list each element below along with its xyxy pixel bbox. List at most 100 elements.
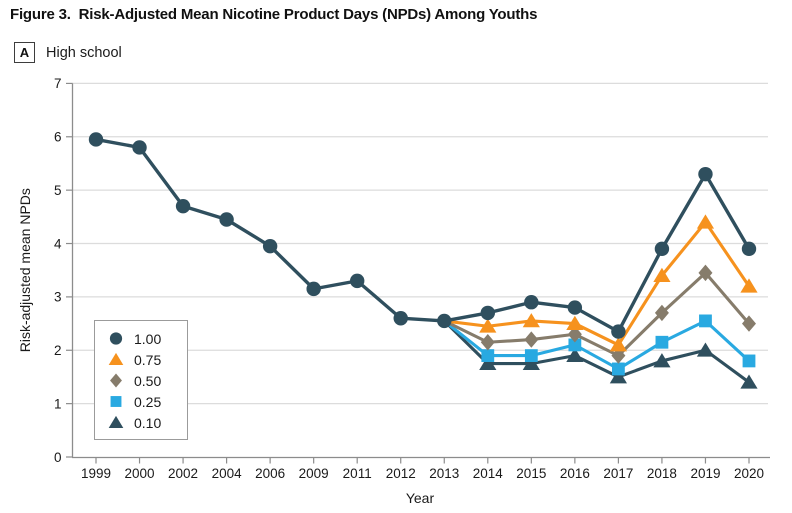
series-marker-0.10-2015 [522, 355, 540, 371]
series-marker-0.10-2017 [609, 369, 627, 384]
legend-label: 0.75 [134, 351, 162, 368]
legend-marker-diamond [110, 373, 122, 388]
series-line-0.75 [442, 220, 751, 347]
x-tick-label-1999: 1999 [81, 466, 111, 481]
legend: 1.00 0.75 0.50 0.25 0.10 [94, 320, 188, 440]
y-tick-label-2: 2 [54, 343, 62, 358]
legend-label: 0.25 [134, 393, 162, 410]
series-marker-0.10-2020 [740, 374, 758, 389]
series-marker-0.25-2020 [742, 354, 756, 368]
series-marker-0.75-2015 [522, 313, 540, 328]
series-marker-1.00-2009 [306, 281, 321, 297]
series-marker-0.25-2014 [481, 349, 495, 362]
series-marker-0.50-2016 [567, 326, 582, 343]
x-tick-label-2015: 2015 [516, 466, 546, 481]
y-tick-label-4: 4 [54, 236, 62, 251]
series-line-0.10 [442, 319, 751, 384]
x-tick-label-2004: 2004 [212, 466, 243, 481]
legend-marker-square [110, 396, 122, 407]
series-marker-0.50-2015 [524, 331, 539, 348]
series-marker-0.25-2019 [699, 314, 712, 328]
series-marker-0.75-2017 [609, 337, 627, 352]
series-marker-0.25-2015 [524, 349, 538, 362]
legend-item-0.50: 0.50 [107, 370, 179, 391]
series-marker-1.00-1999 [88, 132, 104, 147]
series-marker-0.50-2014 [480, 334, 495, 351]
series-marker-1.00-2012 [393, 311, 408, 326]
legend-item-0.25: 0.25 [107, 391, 179, 412]
legend-label: 0.10 [134, 414, 162, 431]
x-tick-label-2013: 2013 [429, 466, 459, 481]
legend-label: 0.50 [134, 372, 162, 389]
series-marker-0.10-2018 [653, 353, 671, 368]
figure-title: Figure 3. Risk-Adjusted Mean Nicotine Pr… [10, 6, 538, 23]
series-marker-1.00-2014 [480, 305, 495, 321]
legend-marker-triangle-up [108, 352, 124, 365]
y-tick-label-1: 1 [54, 396, 62, 411]
legend-marker-glyph-0.10 [108, 415, 124, 428]
series-marker-0.75-2020 [740, 278, 758, 293]
panel-title: High school [46, 44, 122, 61]
series-marker-0.10-2016 [566, 347, 584, 362]
panel-header: A High school [14, 42, 122, 63]
x-tick-label-2011: 2011 [343, 466, 372, 481]
x-tick-label-2009: 2009 [299, 466, 329, 481]
y-tick-label-0: 0 [54, 450, 62, 465]
series-marker-0.50-2020 [741, 315, 756, 332]
legend-marker-glyph-0.50 [110, 373, 122, 388]
series-marker-0.75-2016 [566, 315, 584, 330]
legend-item-0.10: 0.10 [107, 412, 179, 433]
series-marker-1.00-2002 [175, 198, 191, 214]
x-tick-label-2012: 2012 [386, 466, 416, 481]
legend-marker-circle [109, 332, 123, 345]
x-tick-label-2020: 2020 [734, 466, 764, 481]
x-tick-label-2016: 2016 [560, 466, 590, 481]
x-tick-label-2002: 2002 [168, 466, 198, 481]
y-axis-title: Risk-adjusted mean NPDs [17, 188, 33, 352]
legend-marker-triangle-up [108, 415, 124, 428]
series-marker-1.00-2015 [524, 295, 539, 310]
x-tick-label-2014: 2014 [473, 466, 504, 481]
series-marker-0.10-2019 [696, 342, 715, 357]
series-marker-0.25-2018 [655, 335, 669, 349]
y-tick-label-6: 6 [54, 130, 62, 145]
series-marker-0.75-2014 [479, 318, 497, 333]
series-marker-1.00-2018 [654, 241, 670, 257]
series-marker-0.10-2014 [479, 355, 497, 371]
legend-marker-glyph-0.25 [110, 396, 122, 407]
y-tick-label-5: 5 [54, 183, 62, 198]
legend-marker-glyph-1.00 [109, 332, 123, 345]
series-marker-1.00-2019 [698, 166, 713, 182]
series-marker-1.00-2004 [219, 212, 234, 227]
legend-marker-glyph-0.75 [108, 352, 124, 365]
legend-item-1.00: 1.00 [107, 328, 179, 349]
legend-item-0.75: 0.75 [107, 349, 179, 370]
series-marker-1.00-2016 [567, 300, 583, 315]
series-marker-1.00-2013 [437, 313, 452, 329]
series-marker-1.00-2011 [349, 273, 365, 289]
series-marker-0.25-2016 [568, 338, 582, 352]
series-line-1.00 [94, 137, 751, 334]
series-marker-0.50-2018 [654, 304, 669, 322]
series-marker-0.50-2019 [698, 264, 713, 282]
panel-label-box: A [14, 42, 35, 63]
series-marker-0.75-2018 [653, 267, 671, 282]
x-tick-label-2000: 2000 [125, 466, 155, 481]
legend-label: 1.00 [134, 330, 162, 347]
series-marker-1.00-2000 [132, 140, 147, 155]
series-marker-1.00-2017 [611, 324, 626, 339]
series-marker-0.25-2017 [611, 362, 625, 376]
x-axis-title: Year [406, 490, 435, 506]
y-tick-label-3: 3 [54, 290, 62, 305]
series-line-0.50 [442, 271, 751, 358]
x-tick-label-2019: 2019 [690, 466, 720, 481]
x-tick-label-2006: 2006 [255, 466, 285, 481]
series-marker-1.00-2020 [741, 241, 757, 257]
series-marker-1.00-2006 [262, 238, 278, 254]
x-tick-label-2018: 2018 [647, 466, 677, 481]
series-line-0.25 [442, 319, 751, 371]
series-marker-0.75-2019 [696, 214, 715, 229]
x-tick-label-2017: 2017 [603, 466, 633, 481]
